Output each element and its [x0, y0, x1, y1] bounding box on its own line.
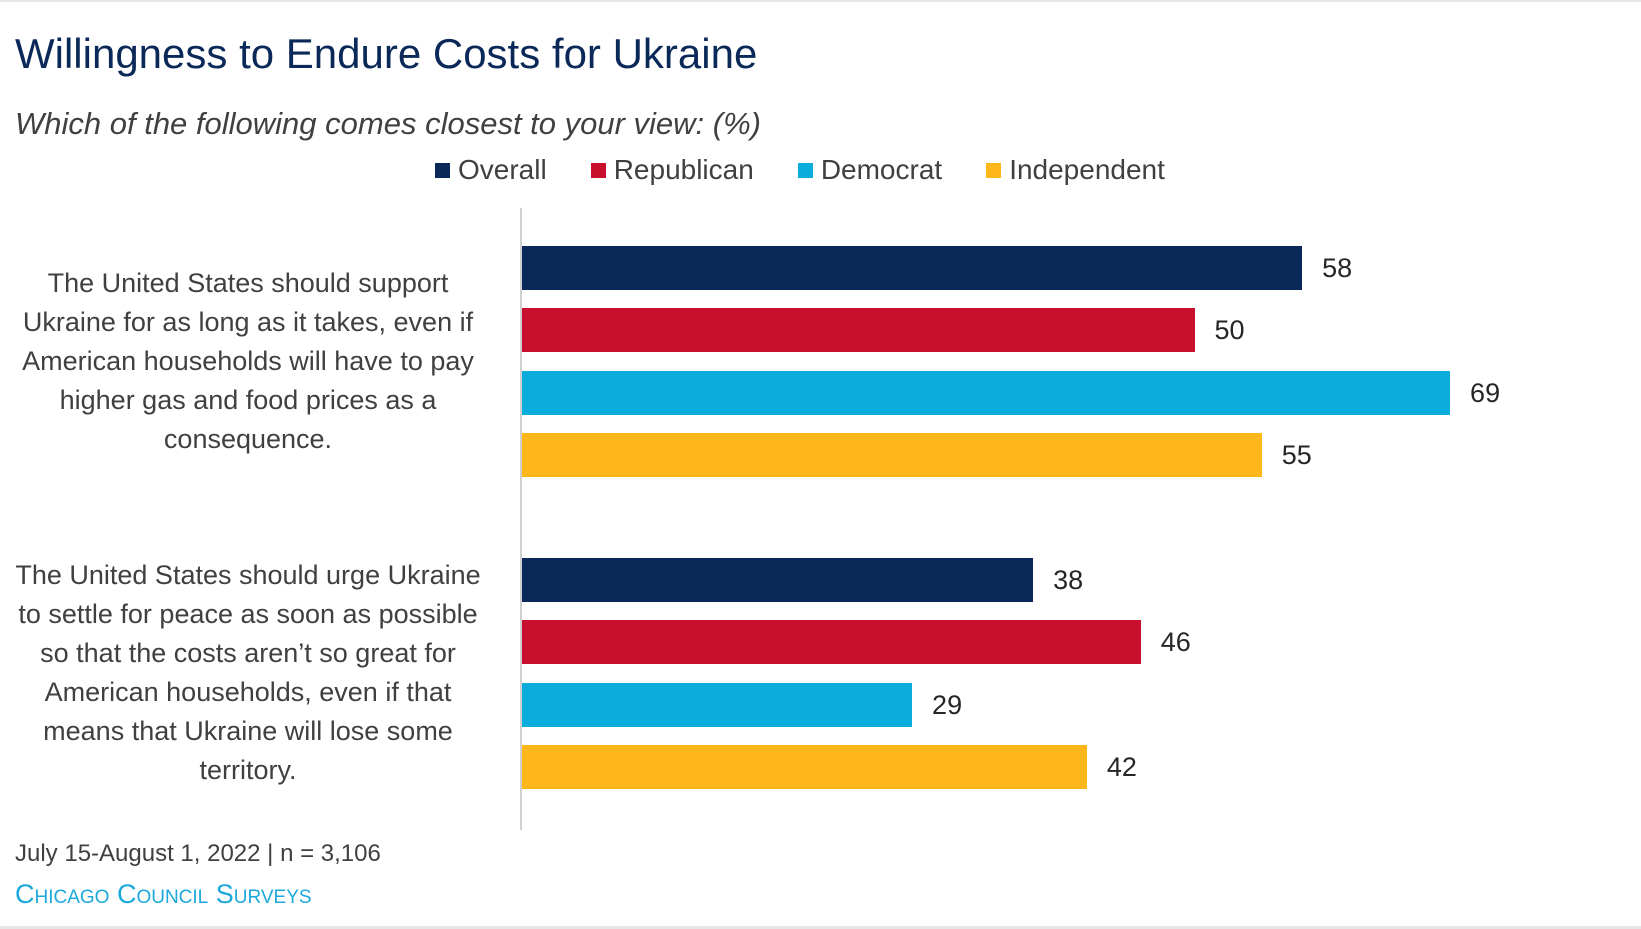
bar-value-label: 42 — [1106, 751, 1137, 782]
legend-label: Independent — [1009, 154, 1165, 185]
chart-title: Willingness to Endure Costs for Ukraine — [15, 30, 758, 77]
legend-item-democrat: Democrat — [797, 154, 943, 186]
bar-republican — [522, 620, 1141, 665]
legend-swatch — [590, 162, 606, 178]
bar-republican — [522, 308, 1195, 353]
survey-note: July 15-August 1, 2022 | n = 3,106 — [15, 840, 381, 867]
bar-value-label: 38 — [1053, 565, 1084, 595]
bar-value-label: 46 — [1160, 627, 1191, 658]
bar-independent — [522, 744, 1087, 789]
top-border — [0, 0, 1641, 2]
bar-value-label: 69 — [1470, 377, 1501, 408]
legend: Overall Republican Democrat Independent — [435, 152, 1165, 188]
chart-subtitle: Which of the following comes closest to … — [15, 106, 761, 141]
brand-name: Chicago Council Surveys — [15, 879, 312, 909]
legend-item-independent: Independent — [986, 154, 1165, 186]
bar-democrat — [522, 370, 1451, 415]
category-label: The United States should support Ukraine… — [22, 268, 474, 454]
category-label: The United States should urge Ukraine to… — [15, 560, 481, 785]
legend-item-overall: Overall — [435, 154, 547, 186]
legend-swatch — [986, 162, 1002, 178]
legend-item-republican: Republican — [590, 154, 754, 186]
bottom-border — [0, 926, 1641, 929]
bar-value-label: 55 — [1281, 439, 1312, 470]
bar-overall — [522, 246, 1303, 290]
legend-label: Overall — [458, 154, 547, 185]
bar-independent — [522, 432, 1262, 477]
legend-swatch — [435, 162, 450, 178]
legend-swatch — [797, 162, 813, 178]
legend-label: Democrat — [820, 154, 943, 185]
bar-value-label: 58 — [1322, 253, 1353, 283]
bar-value-label: 50 — [1214, 315, 1245, 346]
bar-overall — [522, 558, 1034, 602]
legend-label: Republican — [613, 154, 754, 185]
bar-democrat — [522, 682, 913, 727]
bar-value-label: 29 — [932, 689, 963, 720]
category-axis-line — [520, 208, 522, 830]
